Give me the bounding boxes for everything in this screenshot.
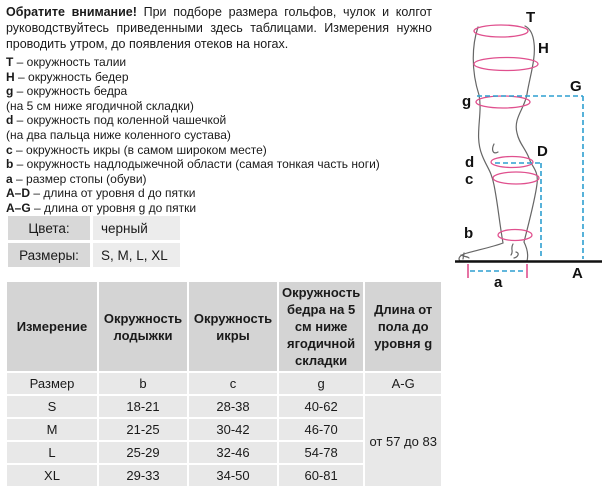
- definition-text: – окружность бедер: [14, 69, 129, 84]
- subheader-size: Размер: [7, 373, 97, 394]
- definition-text: – окружность надлодыжечной области (сама…: [13, 157, 380, 172]
- cell-size: L: [7, 442, 97, 463]
- definition-line: c – окружность икры (в самом широком мес…: [6, 143, 380, 158]
- subheader-ag: A-G: [365, 373, 442, 394]
- table-row: S 18-21 28-38 40-62 от 57 до 83: [7, 396, 442, 486]
- intro-bold-text: Обратите внимание!: [6, 5, 137, 19]
- cell-b: 25-29: [99, 442, 187, 463]
- cell-size: S: [7, 396, 97, 417]
- label-T: T: [526, 9, 535, 26]
- sizes-row: Размеры: S, M, L, XL: [8, 243, 180, 267]
- cell-size: XL: [7, 465, 97, 486]
- label-b: b: [464, 225, 473, 242]
- definition-term: a: [6, 171, 13, 186]
- table-row: M 21-25 30-42 46-70: [7, 419, 441, 440]
- size-table-header-row: Измерение Окружность лодыжки Окружность …: [7, 282, 442, 371]
- definition-term: b: [6, 157, 14, 172]
- definition-text: – размер стопы (обуви): [12, 171, 147, 186]
- definition-text: – окружность бедра: [13, 84, 128, 99]
- subheader-g: g: [279, 373, 364, 394]
- definition-term: c: [6, 142, 13, 157]
- table-row: L 25-29 32-46 54-78: [7, 442, 441, 463]
- sizes-label: Размеры:: [8, 243, 90, 267]
- cell-g: 60-81: [279, 465, 364, 486]
- definition-text: – длина от уровня d до пятки: [30, 186, 196, 201]
- definition-line: (на 5 см ниже ягодичной складки): [6, 99, 380, 114]
- cell-g: 46-70: [279, 419, 364, 440]
- definition-line: A–G – длина от уровня g до пятки: [6, 201, 380, 216]
- cell-b: 18-21: [99, 396, 187, 417]
- cell-length-merged: от 57 до 83: [365, 396, 442, 486]
- ankle-ellipse: [497, 228, 533, 242]
- subheader-b: b: [99, 373, 187, 394]
- definition-line: H – окружность бедер: [6, 70, 380, 85]
- cell-g: 54-78: [279, 442, 364, 463]
- waist-ellipse: [473, 24, 529, 38]
- colors-label: Цвета:: [8, 216, 90, 240]
- header-ankle: Окружность лодыжки: [99, 282, 187, 371]
- colors-value: черный: [93, 216, 180, 240]
- cell-c: 28-38: [189, 396, 277, 417]
- definition-term: A–G: [6, 200, 31, 215]
- knee-detail: [492, 143, 499, 154]
- heel-detail: [510, 243, 519, 259]
- definition-line: (на два пальца ниже коленного сустава): [6, 128, 380, 143]
- definition-line: A–D – длина от уровня d до пятки: [6, 186, 380, 201]
- table-row: XL 29-33 34-50 60-81: [7, 465, 441, 486]
- cell-g: 40-62: [279, 396, 364, 417]
- definition-line: g – окружность бедра: [6, 84, 380, 99]
- label-g: g: [462, 93, 471, 110]
- cell-c: 34-50: [189, 465, 277, 486]
- calf-ellipse: [492, 171, 540, 185]
- size-table-subheader-row: Размер b c g A-G: [7, 373, 442, 394]
- label-c: c: [465, 171, 473, 188]
- size-table: Измерение Окружность лодыжки Окружность …: [5, 280, 443, 488]
- label-d: d: [465, 154, 474, 171]
- leg-measurement-diagram: T H G g D d c b a A: [455, 9, 602, 291]
- header-length: Длина от пола до уровня g: [365, 282, 442, 371]
- cell-b: 21-25: [99, 419, 187, 440]
- label-A: A: [572, 265, 583, 282]
- definition-text: – длина от уровня g до пятки: [30, 200, 197, 215]
- definition-term: T: [6, 55, 14, 69]
- cell-b: 29-33: [99, 465, 187, 486]
- header-calf: Окружность икры: [189, 282, 277, 371]
- attributes-tables: Цвета: черный Размеры: S, M, L, XL: [8, 216, 180, 270]
- label-G: G: [570, 78, 582, 95]
- header-thigh: Окружность бедра на 5 см ниже ягодичной …: [279, 282, 364, 371]
- definition-line: T – окружность талии: [6, 55, 380, 70]
- definition-term: d: [6, 113, 14, 128]
- cell-c: 32-46: [189, 442, 277, 463]
- header-measurement: Измерение: [7, 282, 97, 371]
- definition-text: (на 5 см ниже ягодичной складки): [6, 98, 194, 113]
- definition-line: b – окружность надлодыжечной области (са…: [6, 157, 380, 172]
- intro-paragraph: Обратите внимание! При подборе размера г…: [6, 4, 432, 52]
- definition-term: A–D: [6, 186, 31, 201]
- below-knee-ellipse: [490, 155, 534, 169]
- thigh-ellipse: [475, 95, 531, 109]
- colors-row: Цвета: черный: [8, 216, 180, 240]
- definition-term: g: [6, 84, 14, 99]
- definition-text: – окружность икры (в самом широком месте…: [12, 142, 267, 157]
- label-H: H: [538, 40, 549, 57]
- definition-text: – окружность под коленной чашечкой: [13, 113, 227, 128]
- label-a: a: [494, 274, 503, 291]
- definition-line: d – окружность под коленной чашечкой: [6, 113, 380, 128]
- subheader-c: c: [189, 373, 277, 394]
- definition-term: H: [6, 69, 15, 84]
- measurement-definitions: T – окружность талии H – окружность беде…: [6, 55, 380, 216]
- intro-text: При подборе размера гольфов, чулок и кол…: [6, 5, 433, 51]
- definition-line: a – размер стопы (обуви): [6, 172, 380, 187]
- sizes-value: S, M, L, XL: [93, 243, 180, 267]
- cell-c: 30-42: [189, 419, 277, 440]
- label-D: D: [537, 143, 548, 160]
- definition-text: (на два пальца ниже коленного сустава): [6, 127, 231, 142]
- toes-detail: [460, 252, 470, 260]
- hips-ellipse: [473, 56, 539, 72]
- cell-size: M: [7, 419, 97, 440]
- definition-text: – окружность талии: [13, 55, 127, 69]
